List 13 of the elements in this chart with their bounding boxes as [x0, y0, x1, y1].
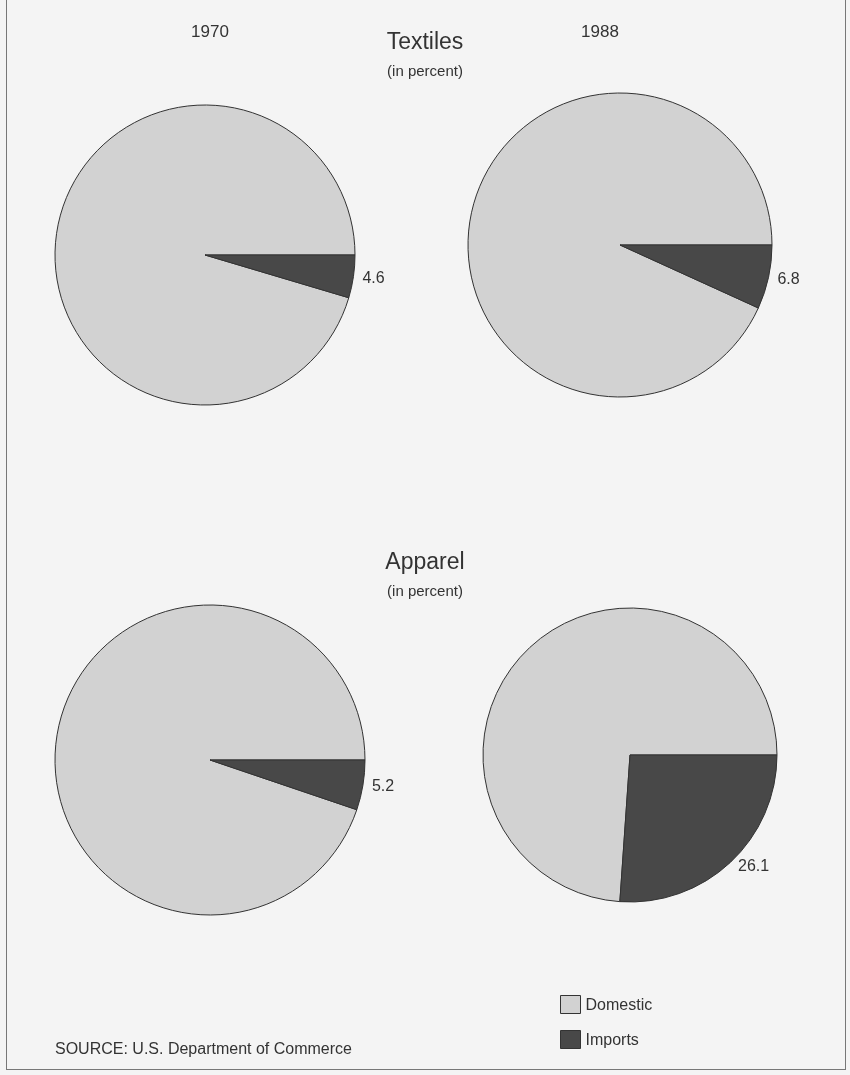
- data-label: 26.1: [738, 856, 770, 874]
- legend-label: Imports: [585, 1031, 639, 1048]
- text: (in percent): [387, 582, 463, 599]
- text: (in percent): [387, 62, 463, 79]
- text: Apparel: [385, 548, 465, 575]
- text: Textiles: [386, 28, 464, 55]
- data-label: 4.6: [362, 268, 385, 286]
- source-note: SOURCE: U.S. Department of Commerce: [55, 1040, 352, 1058]
- data-label: 6.8: [777, 269, 800, 287]
- legend-label: Domestic: [585, 996, 653, 1013]
- data-label: 5.2: [371, 777, 395, 795]
- chart-title: 1970: [191, 22, 229, 41]
- chart-title: 1988: [581, 22, 619, 41]
